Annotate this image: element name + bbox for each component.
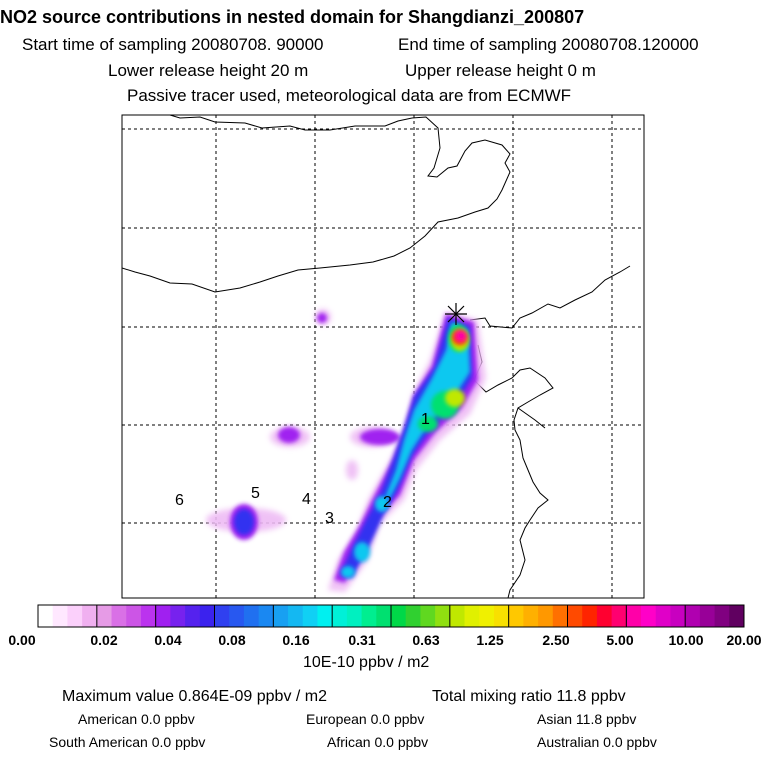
colorbar-cell <box>126 605 142 627</box>
colorbar-cell <box>38 605 54 627</box>
colorbar-cell <box>214 605 230 627</box>
colorbar-dividers <box>37 605 745 627</box>
region-label-2: 2 <box>383 494 392 511</box>
region-label-4: 4 <box>302 491 311 508</box>
colorbar-tick-label: 1.25 <box>476 632 504 648</box>
colorbar-cell <box>685 605 701 627</box>
colorbar-cell <box>582 605 598 627</box>
region-label-1: 1 <box>421 411 430 428</box>
colorbar-tick-label: 0.31 <box>348 632 376 648</box>
colorbar-cell <box>332 605 348 627</box>
colorbar-cell <box>302 605 318 627</box>
colorbar-cell <box>552 605 568 627</box>
colorbar-cell <box>391 605 407 627</box>
map-title: NO2 source contributions in nested domai… <box>0 7 585 27</box>
colorbar-tick-label: 0.16 <box>282 632 310 648</box>
concentration-plume <box>206 309 486 592</box>
colorbar-cell <box>361 605 377 627</box>
colorbar-tick-label: 20.00 <box>726 632 762 648</box>
colorbar-cell <box>464 605 480 627</box>
european-value: European 0.0 ppbv <box>306 711 425 727</box>
colorbar-tick-label: 10.00 <box>668 632 704 648</box>
colorbar-cell <box>538 605 554 627</box>
colorbar-cell <box>729 605 745 627</box>
upper-height-label: Upper release height 0 m <box>405 61 596 80</box>
region-label-5: 5 <box>251 485 260 502</box>
end-time-label: End time of sampling 20080708.120000 <box>398 35 699 54</box>
colorbar-cell <box>273 605 289 627</box>
colorbar-tick-label: 0.00 <box>8 632 36 648</box>
colorbar-cell <box>523 605 539 627</box>
colorbar-cell <box>420 605 436 627</box>
colorbar-cell <box>376 605 392 627</box>
colorbar-tick-label: 0.63 <box>412 632 440 648</box>
australian-value: Australian 0.0 ppbv <box>537 734 657 750</box>
colorbar <box>38 605 745 627</box>
colorbar-cell <box>714 605 730 627</box>
colorbar-cell <box>626 605 642 627</box>
colorbar-tick-label: 0.04 <box>154 632 182 648</box>
colorbar-tick-label: 2.50 <box>542 632 570 648</box>
colorbar-cell <box>82 605 98 627</box>
colorbar-cell <box>155 605 171 627</box>
max-value-label: Maximum value 0.864E-09 ppbv / m2 <box>62 688 328 705</box>
colorbar-cell <box>288 605 304 627</box>
south-american-value: South American 0.0 ppbv <box>49 734 206 750</box>
colorbar-cell <box>111 605 127 627</box>
colorbar-cell <box>655 605 671 627</box>
colorbar-cell <box>699 605 716 627</box>
lower-height-label: Lower release height 20 m <box>108 61 309 80</box>
region-label-6: 6 <box>175 492 184 509</box>
colorbar-cell <box>670 605 686 627</box>
colorbar-cell <box>611 605 627 627</box>
colorbar-cell <box>140 605 157 627</box>
colorbar-cell <box>199 605 215 627</box>
map-frame <box>121 114 645 599</box>
colorbar-cell <box>435 605 451 627</box>
colorbar-cell <box>243 605 260 627</box>
colorbar-cell <box>567 605 583 627</box>
station-star-icon <box>445 303 467 325</box>
colorbar-cell <box>258 605 274 627</box>
colorbar-cell <box>346 605 363 627</box>
asian-value: Asian 11.8 ppbv <box>537 711 637 727</box>
colorbar-tick-label: 5.00 <box>606 632 634 648</box>
colorbar-cell <box>508 605 524 627</box>
colorbar-tick-label: 0.08 <box>218 632 246 648</box>
american-value: American 0.0 ppbv <box>78 711 195 727</box>
colorbar-cell <box>493 605 510 627</box>
colorbar-cell <box>479 605 495 627</box>
colorbar-cell <box>449 605 466 627</box>
colorbar-cell <box>96 605 113 627</box>
colorbar-cell <box>52 605 68 627</box>
total-mixing-label: Total mixing ratio 11.8 ppbv <box>432 688 626 705</box>
colorbar-cell <box>185 605 201 627</box>
country-borders <box>122 115 631 598</box>
colorbar-cell <box>229 605 245 627</box>
colorbar-cell <box>67 605 83 627</box>
start-time-label: Start time of sampling 20080708. 90000 <box>22 35 324 54</box>
colorbar-cell <box>170 605 186 627</box>
tracer-info-label: Passive tracer used, meteorological data… <box>127 86 572 105</box>
colorbar-tick-label: 0.02 <box>90 632 118 648</box>
region-label-3: 3 <box>325 510 334 527</box>
african-value: African 0.0 ppbv <box>327 734 429 750</box>
colorbar-cell <box>405 605 421 627</box>
colorbar-cell <box>596 605 613 627</box>
colorbar-cell <box>317 605 333 627</box>
colorbar-cell <box>641 605 657 627</box>
colorbar-unit: 10E-10 ppbv / m2 <box>303 654 430 671</box>
map-gridlines <box>122 115 644 598</box>
